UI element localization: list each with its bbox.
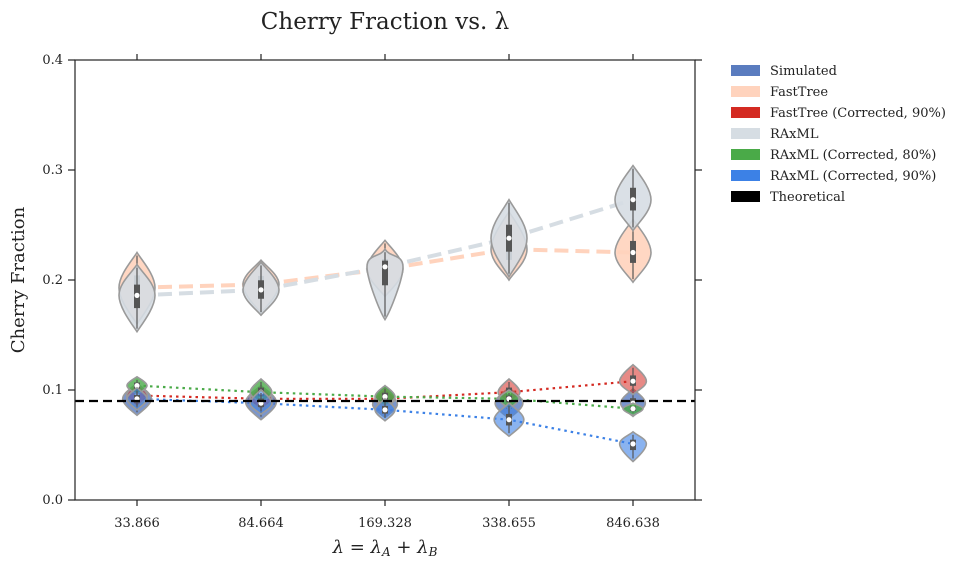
violin-median <box>630 197 636 203</box>
x-tick-label: 84.664 <box>238 516 284 531</box>
violin-median <box>382 394 388 400</box>
legend-swatch <box>731 170 760 181</box>
x-tick-label: 846.638 <box>606 516 660 531</box>
violin-box <box>382 260 388 286</box>
series-line-raxml <box>136 197 634 298</box>
x-tick-label: 338.655 <box>482 516 536 531</box>
y-tick-label: 0.1 <box>42 383 63 398</box>
x-axis-label: λ = λA + λB <box>332 537 438 559</box>
y-tick-label: 0.4 <box>42 53 63 68</box>
violin-median <box>630 378 636 384</box>
x-axis: 33.866 84.664 169.328 338.655 846.638 <box>114 54 660 531</box>
legend-swatch <box>731 65 760 76</box>
violin-median <box>134 383 140 389</box>
violin-median <box>134 292 140 298</box>
violin-median <box>506 235 512 241</box>
violin-median <box>630 441 636 447</box>
x-tick-label: 169.328 <box>358 516 412 531</box>
legend-label: Simulated <box>770 64 837 79</box>
violin-median <box>630 406 636 412</box>
y-axis: 0.0 0.1 0.2 0.3 0.4 <box>42 53 702 508</box>
legend-label: RAxML (Corrected, 80%) <box>770 148 936 163</box>
violin-median <box>382 264 388 270</box>
legend-swatch <box>731 149 760 160</box>
violin-median <box>382 407 388 413</box>
legend-label: Theoretical <box>770 190 845 205</box>
legend-swatch <box>731 191 760 202</box>
legend-label: FastTree <box>770 85 828 100</box>
y-tick-label: 0.3 <box>42 163 63 178</box>
legend-label: RAxML <box>770 127 819 142</box>
violin-median <box>630 249 636 256</box>
legend-swatch <box>731 86 760 97</box>
legend: Simulated FastTree FastTree (Corrected, 90… <box>731 64 946 205</box>
legend-swatch <box>731 128 760 139</box>
violin-median <box>258 287 264 293</box>
y-tick-label: 0.0 <box>42 493 63 508</box>
violins <box>118 164 652 463</box>
legend-label: RAxML (Corrected, 90%) <box>770 169 936 184</box>
legend-swatch <box>731 107 760 118</box>
y-tick-label: 0.2 <box>42 273 63 288</box>
legend-label: FastTree (Corrected, 90%) <box>770 106 946 121</box>
x-tick-label: 33.866 <box>114 516 160 531</box>
y-axis-label: Cherry Fraction <box>8 206 29 353</box>
chart-title: Cherry Fraction vs. λ <box>261 9 509 35</box>
violin-median <box>506 417 512 423</box>
